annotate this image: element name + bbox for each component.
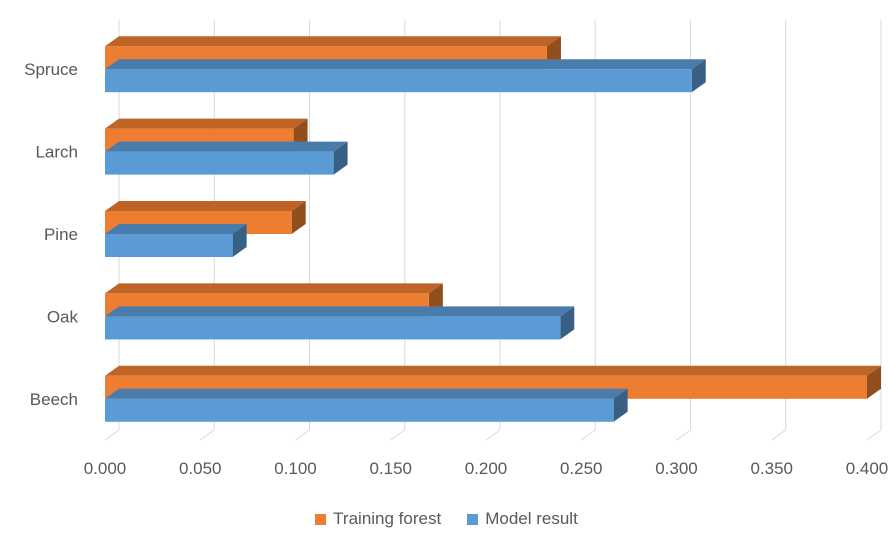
floor-line-8: [866, 429, 882, 441]
floor-line-3: [390, 429, 406, 441]
floor-line-2: [295, 429, 310, 441]
bar-model-result-pine: [105, 234, 233, 257]
x-tick-label-4: 0.200: [465, 459, 508, 478]
bar-top-model-result-spruce: [105, 59, 706, 70]
bar-side-model-result-larch: [333, 141, 348, 175]
legend-swatch-model-result: [467, 513, 479, 525]
bar-side-model-result-beech: [613, 388, 628, 422]
bar-top-training-forest-beech: [105, 365, 881, 376]
bar-top-training-forest-larch: [105, 118, 308, 129]
bar-model-result-larch: [105, 151, 334, 175]
floor-line-0: [104, 429, 120, 441]
bar-side-model-result-pine: [232, 224, 247, 257]
legend-swatch-training-forest: [315, 513, 327, 525]
chart-legend: Training forest Model result: [0, 509, 893, 529]
floor-line-6: [676, 429, 691, 441]
chart-plot: 0.000 0.050 0.100 0.150 0.200 0.250 0.300 0.350…: [24, 20, 889, 478]
bar-top-model-result-pine: [105, 224, 247, 234]
bar-top-model-result-larch: [105, 141, 348, 152]
x-tick-label-2: 0.100: [274, 459, 317, 478]
category-label-pine: Pine: [44, 225, 78, 244]
legend-label-training-forest: Training forest: [333, 509, 442, 528]
bar-top-training-forest-spruce: [105, 36, 561, 47]
legend-item-model-result: Model result: [467, 509, 578, 529]
x-tick-label-7: 0.350: [750, 459, 793, 478]
bar-top-training-forest-oak: [105, 283, 443, 294]
bar-side-model-result-oak: [560, 306, 575, 340]
legend-item-training-forest: Training forest: [315, 509, 441, 529]
legend-label-model-result: Model result: [485, 509, 578, 528]
category-label-larch: Larch: [35, 143, 78, 162]
bar-side-training-forest-pine: [291, 201, 306, 234]
floor-line-7: [771, 429, 787, 441]
x-tick-label-3: 0.150: [369, 459, 412, 478]
bar-top-training-forest-pine: [105, 201, 306, 211]
bar-model-result-beech: [105, 398, 614, 422]
floor-line-1: [199, 429, 215, 441]
x-tick-label-1: 0.050: [179, 459, 222, 478]
category-label-oak: Oak: [47, 307, 79, 326]
bar-model-result-oak: [105, 316, 561, 340]
x-tick-label-5: 0.250: [560, 459, 603, 478]
x-tick-label-6: 0.300: [655, 459, 698, 478]
x-tick-label-0: 0.000: [84, 459, 127, 478]
floor-line-4: [485, 429, 501, 441]
bar-side-model-result-spruce: [691, 59, 706, 93]
bar-side-training-forest-beech: [867, 365, 881, 399]
bar-model-result-spruce: [105, 69, 692, 93]
floor-line-5: [580, 429, 596, 441]
bar-top-model-result-beech: [105, 388, 628, 399]
category-label-spruce: Spruce: [24, 60, 78, 79]
category-label-beech: Beech: [30, 390, 78, 409]
x-tick-label-8: 0.400: [846, 459, 889, 478]
bar-top-model-result-oak: [105, 306, 575, 317]
